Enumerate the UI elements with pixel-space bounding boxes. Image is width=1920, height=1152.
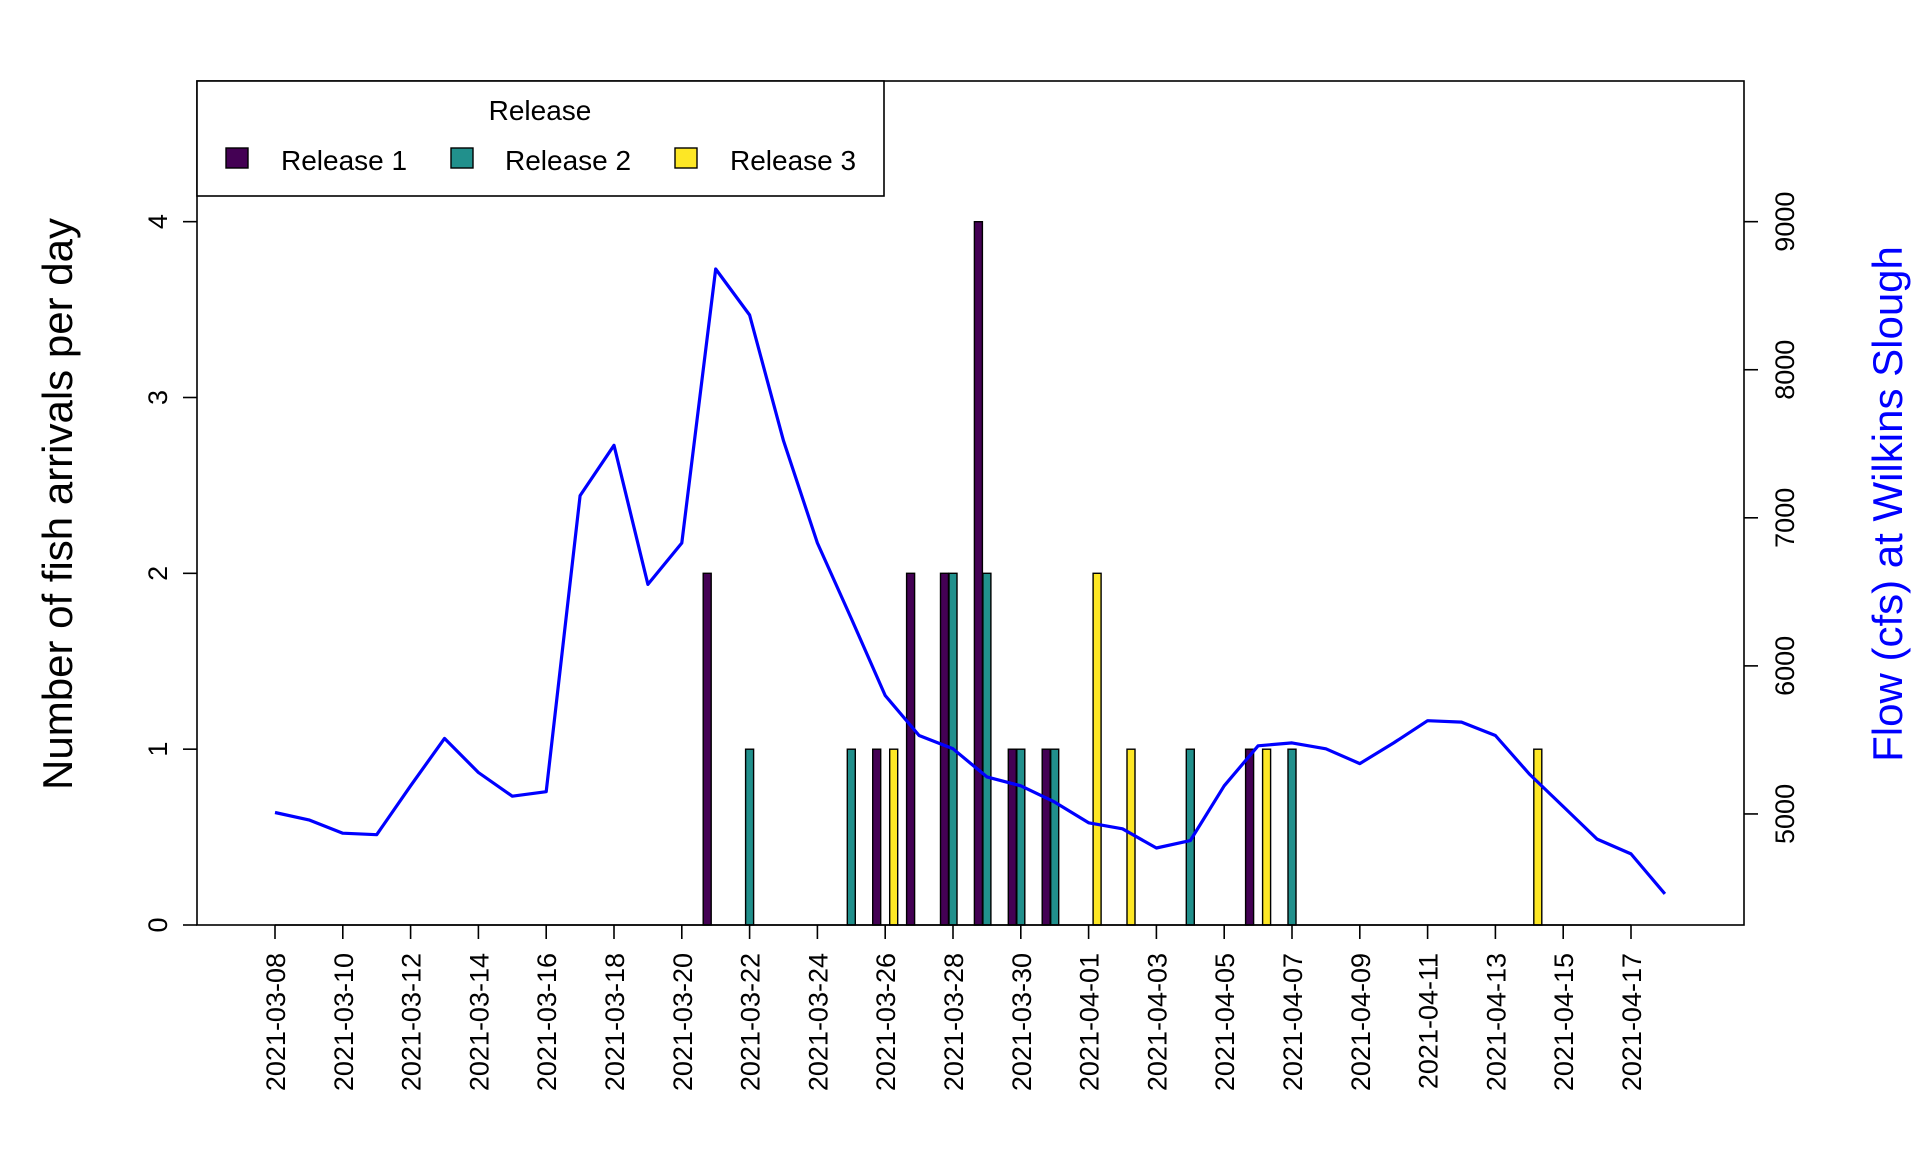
legend-label-release-1: Release 1 <box>281 145 407 176</box>
legend-label-release-2: Release 2 <box>505 145 631 176</box>
flow-line <box>274 267 1667 895</box>
legend-key-release-1 <box>225 147 249 169</box>
bar-release-3 <box>1092 572 1102 926</box>
x-tick-label: 2021-04-07 <box>1278 953 1308 1091</box>
bar-release-3 <box>889 748 899 926</box>
flow-line-layer <box>274 267 1667 895</box>
legend-key-release-2 <box>450 147 474 169</box>
x-tick-label: 2021-04-11 <box>1414 953 1444 1089</box>
x-tick-label: 2021-04-03 <box>1142 953 1172 1091</box>
bar-release-1 <box>702 572 712 926</box>
legend-box <box>196 80 885 197</box>
y-tick-label: 1 <box>143 742 173 757</box>
x-tick-label: 2021-03-08 <box>261 953 291 1091</box>
x-tick-label: 2021-03-28 <box>939 953 969 1091</box>
bar-release-2 <box>1016 748 1026 926</box>
x-tick-label: 2021-03-12 <box>397 953 427 1091</box>
x-tick-label: 2021-03-24 <box>803 953 833 1091</box>
x-tick-label: 2021-03-18 <box>600 953 630 1091</box>
bar-release-1 <box>973 220 984 926</box>
y2-axis-label: Flow (cfs) at Wilkins Slough <box>1864 246 1911 762</box>
legend-key-release-3 <box>674 147 698 169</box>
x-tick-label: 2021-04-17 <box>1617 953 1647 1091</box>
bar-release-1 <box>872 748 882 926</box>
y-tick-label: 4 <box>143 214 173 229</box>
y-axis-left: 0 1 2 3 4 <box>143 214 197 933</box>
y-axis-label: Number of fish arrivals per day <box>34 218 81 790</box>
x-tick-label: 2021-03-30 <box>1007 953 1037 1091</box>
legend-label-release-3: Release 3 <box>730 145 856 176</box>
legend-title: Release <box>489 95 592 126</box>
bar-release-3 <box>1126 748 1136 926</box>
x-tick-label: 2021-04-13 <box>1481 953 1511 1091</box>
bar-release-2 <box>846 748 856 926</box>
x-tick-label: 2021-03-16 <box>532 953 562 1091</box>
bar-release-1 <box>1007 748 1017 926</box>
x-tick-label: 2021-04-01 <box>1075 953 1105 1091</box>
y2-tick-label: 7000 <box>1770 488 1800 548</box>
y2-tick-label: 8000 <box>1770 340 1800 400</box>
y2-tick-label: 9000 <box>1770 192 1800 252</box>
bar-release-3 <box>1533 748 1543 926</box>
x-tick-label: 2021-03-22 <box>736 953 766 1091</box>
bar-release-2 <box>1049 748 1060 926</box>
legend: Release Release 1 Release 2 Release 3 <box>196 80 885 197</box>
x-tick-label: 2021-04-05 <box>1210 953 1240 1091</box>
x-tick-label: 2021-03-14 <box>464 953 494 1091</box>
y2-tick-label: 6000 <box>1770 636 1800 696</box>
y-axis-right: 5000 6000 7000 8000 9000 <box>1744 192 1800 844</box>
x-tick-label: 2021-03-10 <box>329 953 359 1091</box>
y-tick-label: 0 <box>143 917 173 932</box>
y-tick-label: 3 <box>143 390 173 405</box>
y-tick-label: 2 <box>143 566 173 581</box>
bar-release-2 <box>744 748 755 926</box>
bar-release-2 <box>982 572 992 926</box>
bar-release-1 <box>905 572 916 926</box>
x-axis: 2021-03-08 2021-03-10 2021-03-12 2021-03-14… <box>261 924 1647 1091</box>
x-tick-label: 2021-04-15 <box>1549 953 1579 1091</box>
bar-release-1 <box>1244 748 1255 926</box>
bar-release-1 <box>939 572 950 926</box>
x-tick-label: 2021-03-20 <box>668 953 698 1091</box>
x-tick-label: 2021-04-09 <box>1346 953 1376 1091</box>
legend-items: Release 1 Release 2 Release 3 <box>225 145 856 176</box>
x-tick-label: 2021-03-26 <box>871 953 901 1091</box>
bar-release-2 <box>1287 748 1297 926</box>
bar-release-1 <box>1041 748 1051 926</box>
y2-tick-label: 5000 <box>1770 784 1800 844</box>
bar-release-3 <box>1261 748 1272 926</box>
